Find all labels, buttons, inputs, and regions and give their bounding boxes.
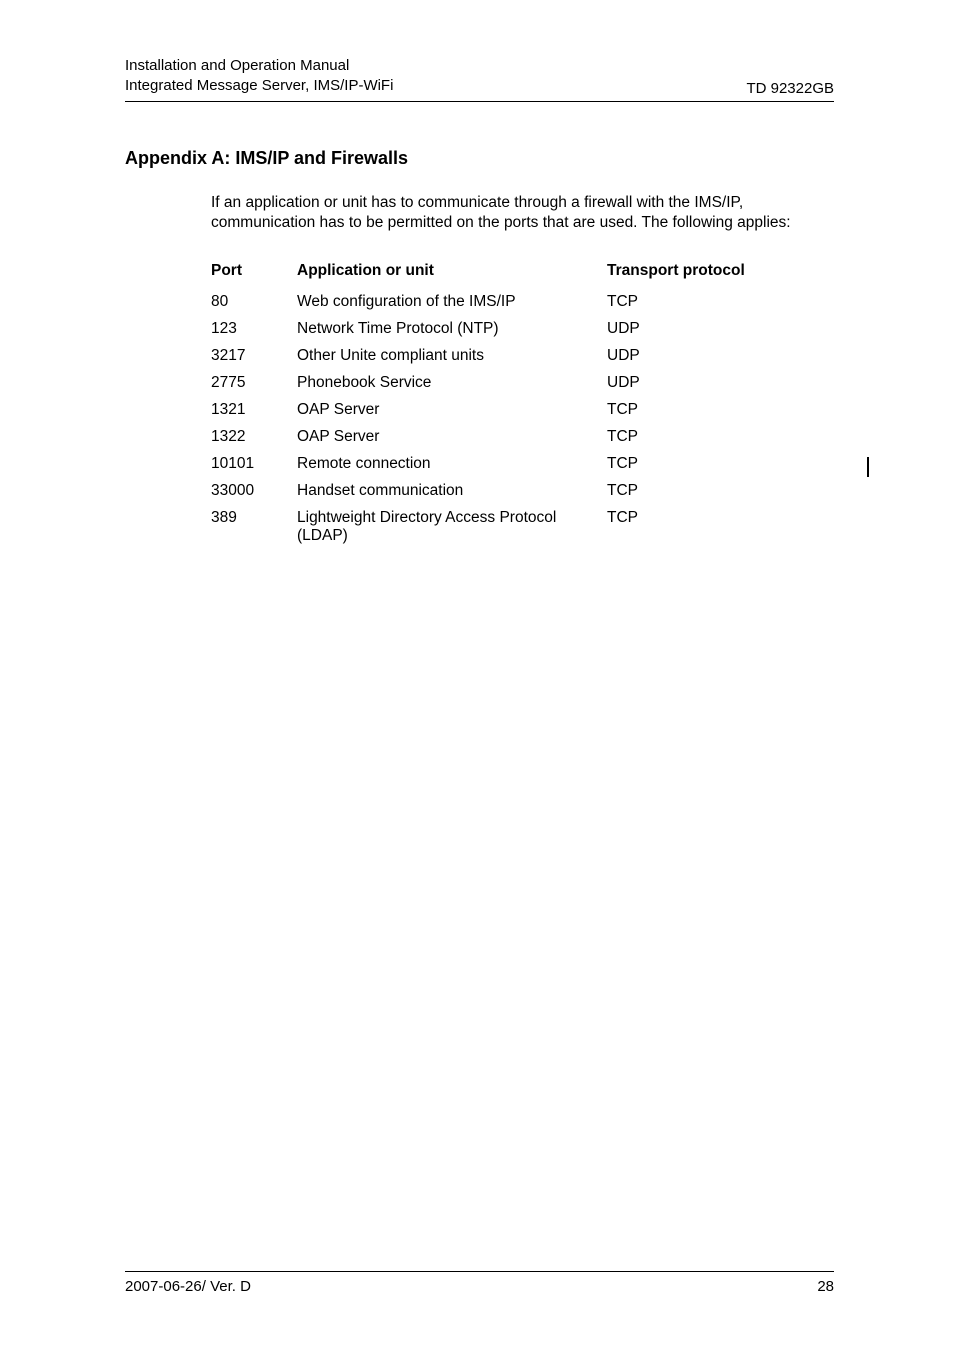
cell-port: 389 (211, 504, 297, 549)
cell-app: Network Time Protocol (NTP) (297, 315, 607, 342)
cell-proto: TCP (607, 477, 787, 504)
table-row: 10101 Remote connection TCP (211, 450, 787, 477)
table-row: 2775 Phonebook Service UDP (211, 369, 787, 396)
footer-page-number: 28 (817, 1278, 834, 1295)
th-app: Application or unit (297, 262, 607, 288)
cell-app: Other Unite compliant units (297, 342, 607, 369)
cell-port: 123 (211, 315, 297, 342)
cell-port: 3217 (211, 342, 297, 369)
table-row: 33000 Handset communication TCP (211, 477, 787, 504)
cell-proto: UDP (607, 315, 787, 342)
cell-port: 10101 (211, 450, 297, 477)
table-header-row: Port Application or unit Transport proto… (211, 262, 787, 288)
cell-port: 2775 (211, 369, 297, 396)
cell-app: Handset communication (297, 477, 607, 504)
cell-proto: TCP (607, 450, 787, 477)
cell-port: 1321 (211, 396, 297, 423)
cell-app: Remote connection (297, 450, 607, 477)
th-proto: Transport protocol (607, 262, 787, 288)
header-line2: Integrated Message Server, IMS/IP-WiFi (125, 76, 393, 96)
header-doc-id: TD 92322GB (746, 80, 834, 97)
cell-app: Lightweight Directory Access Protocol (L… (297, 504, 607, 549)
cell-app: Web configuration of the IMS/IP (297, 288, 607, 315)
table-row: 1322 OAP Server TCP (211, 423, 787, 450)
cell-proto: TCP (607, 504, 787, 549)
th-port: Port (211, 262, 297, 288)
cell-proto: UDP (607, 342, 787, 369)
table-row: 123 Network Time Protocol (NTP) UDP (211, 315, 787, 342)
header-line1: Installation and Operation Manual (125, 56, 393, 76)
cell-port: 33000 (211, 477, 297, 504)
page-footer: 2007-06-26/ Ver. D 28 (125, 1271, 834, 1295)
cell-port: 80 (211, 288, 297, 315)
change-bar (867, 457, 870, 477)
appendix-title: Appendix A: IMS/IP and Firewalls (125, 148, 834, 169)
cell-proto: TCP (607, 288, 787, 315)
ports-table: Port Application or unit Transport proto… (211, 262, 787, 549)
cell-proto: UDP (607, 369, 787, 396)
intro-paragraph: If an application or unit has to communi… (211, 193, 834, 235)
cell-proto: TCP (607, 396, 787, 423)
cell-port: 1322 (211, 423, 297, 450)
cell-app: Phonebook Service (297, 369, 607, 396)
cell-app: OAP Server (297, 423, 607, 450)
table-row: 1321 OAP Server TCP (211, 396, 787, 423)
cell-proto: TCP (607, 423, 787, 450)
header-left: Installation and Operation Manual Integr… (125, 56, 393, 97)
document-page: Installation and Operation Manual Integr… (0, 0, 954, 1350)
cell-app: OAP Server (297, 396, 607, 423)
table-row: 80 Web configuration of the IMS/IP TCP (211, 288, 787, 315)
table-row: 389 Lightweight Directory Access Protoco… (211, 504, 787, 549)
footer-version: 2007-06-26/ Ver. D (125, 1278, 251, 1295)
page-header: Installation and Operation Manual Integr… (125, 56, 834, 102)
table-row: 3217 Other Unite compliant units UDP (211, 342, 787, 369)
